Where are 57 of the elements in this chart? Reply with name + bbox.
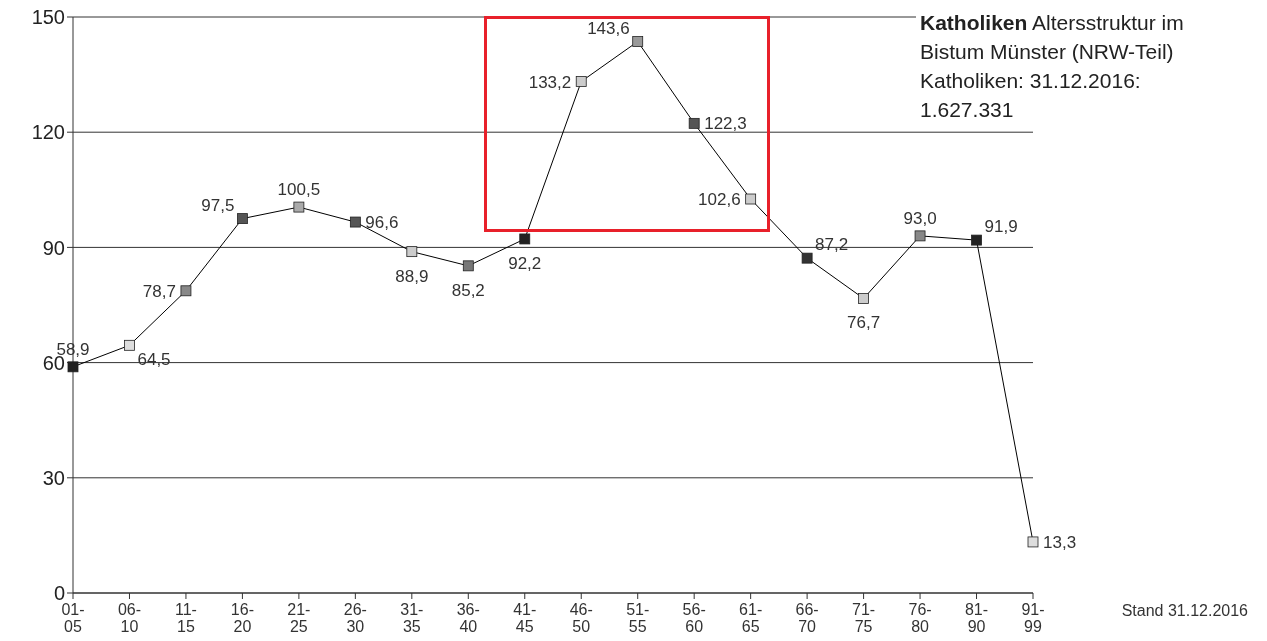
x-tick-label: 61-65 bbox=[739, 601, 763, 635]
data-label: 102,6 bbox=[698, 190, 741, 210]
point bbox=[124, 339, 135, 351]
text: Katholiken: 31.12.2016: 1.627.331 bbox=[920, 68, 1142, 123]
y-tick-label: 150 bbox=[31, 6, 65, 29]
x-tick-label: 26-30 bbox=[343, 601, 367, 635]
data-label: 78,7 bbox=[142, 281, 176, 301]
point bbox=[914, 230, 926, 242]
x-tick-label: 31-35 bbox=[400, 601, 424, 635]
data-label: 93,0 bbox=[903, 208, 937, 228]
x-tick-label: 91-99 bbox=[1021, 601, 1045, 635]
data-label: 96,6 bbox=[365, 213, 399, 233]
y-tick-label: 120 bbox=[31, 121, 65, 144]
data-label: 122,3 bbox=[704, 114, 747, 134]
x-tick-label: 81-90 bbox=[964, 601, 989, 635]
point bbox=[688, 117, 700, 129]
point bbox=[745, 193, 757, 205]
data-label: 13,3 bbox=[1043, 532, 1077, 552]
data-label: 100,5 bbox=[277, 180, 321, 200]
x-tick-label: 11-15 bbox=[174, 601, 197, 635]
text: Stand 31.12.2016 bbox=[1121, 602, 1248, 620]
point bbox=[1027, 536, 1039, 548]
x-tick-label: 01-05 bbox=[61, 601, 85, 635]
point bbox=[971, 234, 982, 246]
chart-title: Katholiken Altersstruktur im Bistum Münster (NRW-Teil) bbox=[920, 10, 1185, 65]
point bbox=[858, 293, 869, 304]
x-tick-label: 51-55 bbox=[626, 601, 650, 635]
data-label: 88,9 bbox=[395, 266, 429, 286]
point bbox=[575, 76, 587, 87]
data-label: 92,2 bbox=[508, 253, 542, 273]
x-tick-label: 21-25 bbox=[287, 601, 311, 635]
data-label: 143,6 bbox=[587, 18, 630, 38]
x-tick-label: 36-40 bbox=[456, 601, 480, 635]
y-tick-label: 30 bbox=[42, 466, 65, 489]
data-label: 76,7 bbox=[847, 313, 881, 333]
point bbox=[349, 216, 361, 228]
data-label: 97,5 bbox=[201, 195, 235, 215]
x-tick-label: 71-75 bbox=[852, 601, 876, 635]
x-tick-label: 06-10 bbox=[117, 601, 142, 635]
point bbox=[801, 252, 813, 264]
data-label: 133,2 bbox=[528, 72, 572, 92]
point bbox=[632, 36, 644, 47]
point bbox=[462, 260, 474, 272]
x-tick-label: 16-20 bbox=[230, 601, 254, 635]
x-tick-label: 46-50 bbox=[569, 601, 593, 635]
x-tick-label: 66-70 bbox=[795, 601, 819, 635]
point bbox=[237, 213, 248, 224]
point bbox=[293, 201, 305, 213]
point bbox=[180, 285, 192, 297]
data-label: 85,2 bbox=[451, 280, 485, 300]
point bbox=[406, 246, 418, 258]
data-label: 91,9 bbox=[984, 217, 1018, 237]
point bbox=[519, 233, 531, 245]
x-tick-label: 56-60 bbox=[682, 601, 706, 635]
x-tick-label: 41-45 bbox=[513, 601, 537, 635]
x-tick-label: 76-80 bbox=[908, 601, 932, 635]
y-tick-label: 90 bbox=[42, 236, 65, 259]
